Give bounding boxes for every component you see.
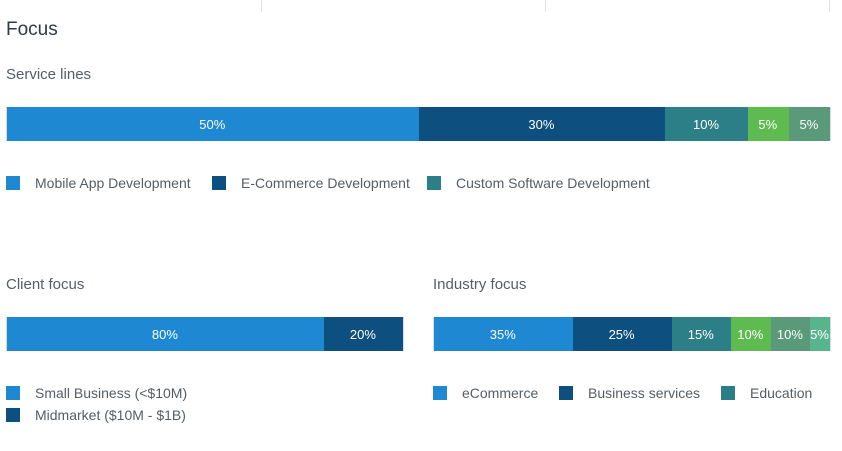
legend-item: E-Commerce Development — [212, 175, 410, 191]
legend-swatch — [212, 176, 226, 190]
top-divider — [829, 0, 830, 12]
bar-segment: 5% — [788, 107, 830, 141]
legend-item: Custom Software Development — [427, 175, 650, 191]
bar-segment: 5% — [810, 317, 830, 351]
top-divider — [261, 0, 262, 12]
bar-segment: 25% — [572, 317, 672, 351]
legend-item: eCommerce — [433, 385, 538, 401]
bar-segment: 10% — [730, 317, 771, 351]
industry-focus-legend: eCommerce Business services Education — [433, 385, 833, 405]
bar-segment: 20% — [323, 317, 403, 351]
industry-focus-title: Industry focus — [433, 276, 527, 293]
focus-heading: Focus — [6, 19, 58, 40]
legend-swatch — [6, 386, 20, 400]
bar-segment: 80% — [7, 317, 324, 351]
legend-swatch — [721, 386, 735, 400]
legend-swatch — [427, 176, 441, 190]
legend-label: Business services — [588, 385, 701, 401]
service-lines-legend: Mobile App Development E-Commerce Develop… — [6, 175, 836, 195]
service-lines-title: Service lines — [6, 66, 92, 83]
client-focus-bar: 80% 20% — [6, 317, 404, 351]
bar-segment: 50% — [7, 107, 419, 141]
legend-label: Small Business (<$10M) — [35, 385, 188, 401]
legend-swatch — [559, 386, 573, 400]
legend-label: E-Commerce Development — [241, 175, 410, 191]
legend-item: Education — [721, 385, 812, 401]
legend-label: Custom Software Development — [456, 175, 650, 191]
bar-segment: 5% — [747, 107, 789, 141]
client-focus-title: Client focus — [6, 276, 85, 293]
legend-swatch — [433, 386, 447, 400]
bar-segment: 10% — [665, 107, 748, 141]
legend-swatch — [6, 408, 20, 422]
bar-segment: 10% — [770, 317, 811, 351]
legend-label: Education — [750, 385, 813, 401]
legend-swatch — [6, 176, 20, 190]
client-focus-legend: Small Business (<$10M) Midmarket ($10M - … — [6, 385, 406, 429]
bar-segment: 15% — [671, 317, 731, 351]
bar-segment: 35% — [434, 317, 573, 351]
service-lines-bar: 50% 30% 10% 5% 5% — [6, 107, 831, 141]
legend-label: Mobile App Development — [35, 175, 191, 191]
legend-item: Mobile App Development — [6, 175, 191, 191]
legend-label: eCommerce — [462, 385, 539, 401]
bar-segment: 30% — [418, 107, 666, 141]
legend-item: Business services — [559, 385, 700, 401]
legend-item: Small Business (<$10M) — [6, 385, 187, 401]
top-divider — [545, 0, 546, 12]
legend-label: Midmarket ($10M - $1B) — [35, 407, 186, 423]
legend-item: Midmarket ($10M - $1B) — [6, 407, 186, 423]
industry-focus-bar: 35% 25% 15% 10% 10% 5% — [433, 317, 831, 351]
